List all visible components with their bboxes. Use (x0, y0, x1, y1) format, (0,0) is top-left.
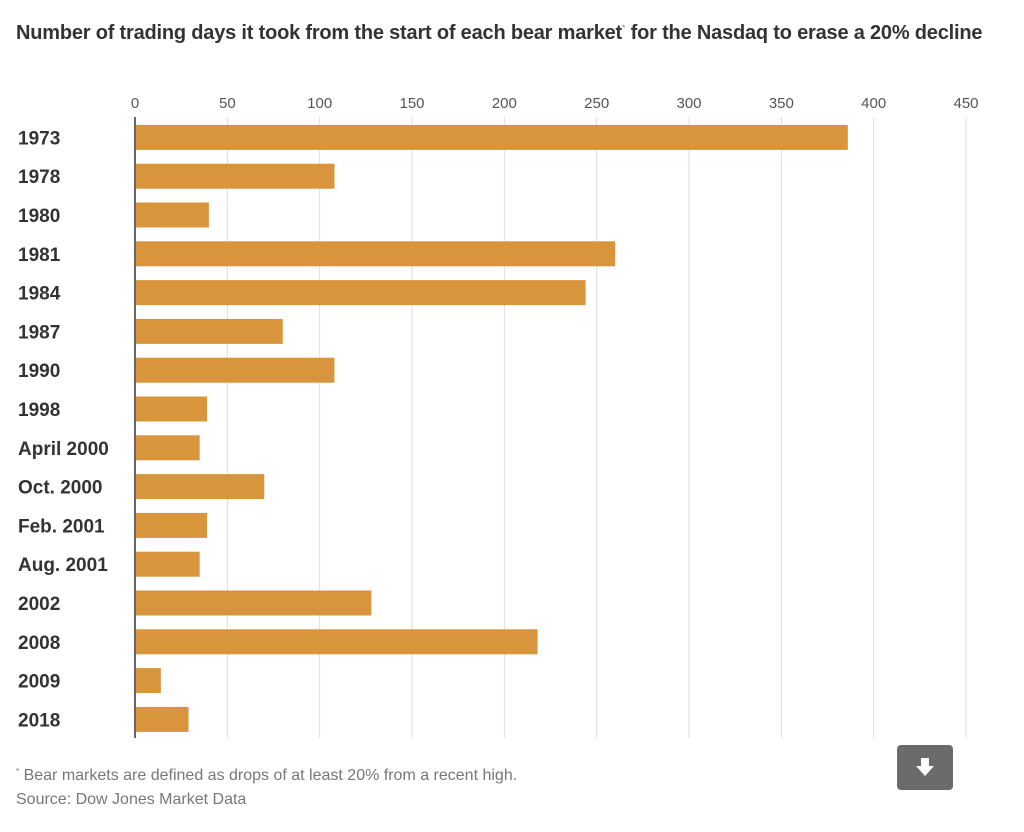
bar (136, 706, 189, 732)
x-tick-label: 250 (584, 95, 609, 112)
bar-chart: 0 50 100 150 200 250 300 350 400 450 1973 1978 1980… (18, 95, 979, 738)
category-label: 2018 (18, 710, 60, 731)
bar (136, 318, 283, 344)
category-label: 1984 (18, 284, 61, 305)
bar (136, 551, 200, 577)
x-tick-label: 350 (769, 95, 794, 112)
category-label: 1998 (18, 400, 60, 421)
bar (136, 241, 616, 267)
bar (136, 396, 208, 422)
category-labels: 1973 1978 1980 1981 1984 1987 1990 1998 April 20… (18, 128, 109, 731)
category-label: 2002 (18, 594, 60, 615)
bar (136, 590, 372, 616)
category-label: 1990 (18, 361, 60, 382)
chart-title-text: Number of trading days it took from the … (16, 22, 623, 44)
download-button[interactable] (897, 745, 953, 790)
x-tick-label: 100 (307, 95, 332, 112)
source-note: Source: Dow Jones Market Data (16, 791, 247, 808)
x-tick-label: 450 (953, 95, 978, 112)
bar (136, 629, 538, 655)
x-tick-label: 150 (399, 95, 424, 112)
x-tick-label: 400 (861, 95, 886, 112)
x-tick-label: 200 (492, 95, 517, 112)
bar (136, 474, 265, 500)
category-label: 2009 (18, 672, 60, 693)
footnote-marker: * (16, 767, 20, 776)
x-tick-label: 300 (676, 95, 701, 112)
bar (136, 357, 335, 383)
chart-title-text-end: for the Nasdaq to erase a 20% decline (625, 22, 983, 44)
bar (136, 124, 848, 150)
chart-title: Number of trading days it took from the … (16, 12, 996, 49)
bar (136, 435, 200, 461)
x-tick-label: 0 (131, 95, 139, 112)
category-label: 2008 (18, 633, 60, 654)
bar (136, 202, 209, 228)
bars (136, 124, 848, 732)
category-label: 1978 (18, 167, 60, 188)
category-label: 1987 (18, 322, 60, 343)
bar (136, 668, 161, 694)
bar (136, 280, 586, 306)
category-label: 1973 (18, 128, 60, 149)
x-axis-ticks: 0 50 100 150 200 250 300 350 400 450 (131, 95, 979, 112)
footnote-text: Bear markets are defined as drops of at … (19, 767, 518, 784)
chart-title-footnote-marker: * (622, 23, 626, 33)
category-label: Oct. 2000 (18, 478, 103, 499)
category-label: Aug. 2001 (18, 555, 108, 576)
category-label: Feb. 2001 (18, 516, 105, 537)
download-arrow-icon (916, 758, 934, 776)
category-label: April 2000 (18, 439, 109, 460)
category-label: 1981 (18, 245, 61, 266)
x-tick-label: 50 (219, 95, 236, 112)
footnote: * Bear markets are defined as drops of a… (16, 760, 517, 788)
bar (136, 163, 335, 189)
bar (136, 512, 208, 538)
category-label: 1980 (18, 206, 60, 227)
